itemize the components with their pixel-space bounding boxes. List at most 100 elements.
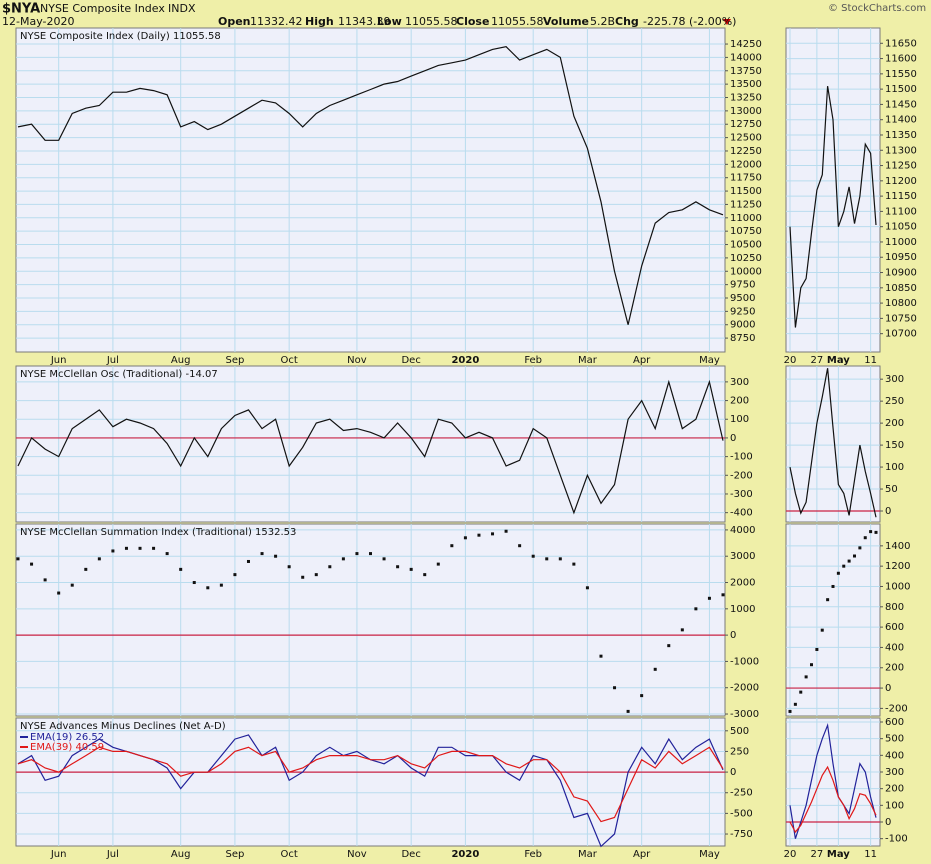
y-tick-label: 600 xyxy=(885,717,904,728)
dot xyxy=(707,596,711,600)
y-tick-label: 200 xyxy=(885,663,904,674)
dot xyxy=(314,573,318,577)
y-tick-label: 100 xyxy=(730,414,749,425)
y-tick-label: 300 xyxy=(885,767,904,778)
x-tick-label: 2020 xyxy=(451,355,479,366)
dot xyxy=(793,702,797,706)
dot xyxy=(355,552,359,556)
panel-title: NYSE McClellan Osc (Traditional) -14.07 xyxy=(20,369,218,380)
dot xyxy=(84,567,88,571)
y-tick-label: 300 xyxy=(730,377,749,388)
dot xyxy=(206,586,210,590)
x-tick-label: Oct xyxy=(281,355,298,366)
exchange: INDX xyxy=(168,2,196,15)
y-tick-label: 8750 xyxy=(730,333,755,344)
y-tick-label: 100 xyxy=(885,800,904,811)
y-tick-label: 11150 xyxy=(885,191,917,202)
x-tick-label: 20 xyxy=(784,355,797,366)
field-label: High xyxy=(305,15,334,28)
dot xyxy=(409,567,413,571)
x-tick-label: 27 xyxy=(811,849,824,860)
y-tick-label: 12000 xyxy=(730,159,762,170)
date: 12-May-2020 xyxy=(2,15,74,28)
y-tick-label: 0 xyxy=(730,630,736,641)
y-tick-label: 10850 xyxy=(885,283,917,294)
y-tick-label: 9500 xyxy=(730,293,755,304)
dot xyxy=(531,554,535,558)
index-name: NYSE Composite Index xyxy=(40,2,165,15)
panel xyxy=(785,523,881,717)
y-tick-label: 200 xyxy=(885,418,904,429)
dot xyxy=(820,628,824,632)
y-tick-label: 250 xyxy=(730,746,749,757)
down-arrow xyxy=(723,19,731,25)
y-tick-label: 200 xyxy=(885,784,904,795)
y-tick-label: 1000 xyxy=(885,581,910,592)
dot xyxy=(301,575,305,579)
x-tick-label: May xyxy=(827,849,850,860)
y-tick-label: 9000 xyxy=(730,320,755,331)
y-tick-label: 100 xyxy=(885,462,904,473)
dot xyxy=(219,583,223,587)
x-tick-label: Feb xyxy=(524,849,542,860)
y-tick-label: 10250 xyxy=(730,253,762,264)
dot xyxy=(436,562,440,566)
x-tick-label: Apr xyxy=(633,355,651,366)
field-value: -225.78 (-2.00%) xyxy=(643,15,736,28)
y-tick-label: 10000 xyxy=(730,266,762,277)
dot xyxy=(396,565,400,569)
dot xyxy=(382,557,386,561)
dot xyxy=(667,644,671,648)
dot xyxy=(477,533,481,537)
field-value: 11343.39 xyxy=(338,15,391,28)
y-tick-label: 0 xyxy=(730,767,736,778)
y-tick-label: 11000 xyxy=(730,213,762,224)
field-value: 11332.42 xyxy=(250,15,303,28)
line xyxy=(17,379,724,515)
y-tick-label: 11500 xyxy=(885,84,917,95)
y-tick-label: 11600 xyxy=(885,54,917,65)
x-tick-label: 2020 xyxy=(451,849,479,860)
x-tick-label: Nov xyxy=(347,849,367,860)
legend-label: EMA(19) 26.52 xyxy=(30,732,104,743)
y-tick-label: 400 xyxy=(885,750,904,761)
y-tick-label: 9750 xyxy=(730,280,755,291)
dot xyxy=(450,544,454,548)
dot xyxy=(246,559,250,563)
line xyxy=(17,746,724,823)
y-tick-label: 300 xyxy=(885,374,904,385)
x-tick-label: May xyxy=(699,355,720,366)
line xyxy=(789,368,877,518)
y-tick-label: 3000 xyxy=(730,551,755,562)
y-tick-label: 9250 xyxy=(730,306,755,317)
y-tick-label: 11250 xyxy=(885,161,917,172)
y-tick-label: -2000 xyxy=(730,683,759,694)
y-tick-label: 12500 xyxy=(730,133,762,144)
x-tick-label: Aug xyxy=(171,355,191,366)
x-tick-label: Dec xyxy=(401,849,420,860)
x-tick-label: Sep xyxy=(225,355,244,366)
panel xyxy=(785,27,881,353)
dot xyxy=(233,573,237,577)
x-tick-label: May xyxy=(699,849,720,860)
x-tick-label: Jun xyxy=(50,849,67,860)
y-tick-label: 11400 xyxy=(885,115,917,126)
line xyxy=(789,86,877,328)
dot xyxy=(847,559,851,563)
dot xyxy=(572,562,576,566)
dot xyxy=(57,591,61,595)
y-tick-label: 10750 xyxy=(885,313,917,324)
y-tick-label: -750 xyxy=(730,829,753,840)
dot xyxy=(179,567,183,571)
dot xyxy=(30,562,34,566)
x-tick-label: Nov xyxy=(347,355,367,366)
y-tick-label: 14250 xyxy=(730,39,762,50)
field-label: Chg xyxy=(615,15,639,28)
y-tick-label: 14000 xyxy=(730,52,762,63)
y-tick-label: 500 xyxy=(885,734,904,745)
legend-label: EMA(39) 40.59 xyxy=(30,742,104,753)
y-tick-label: 11300 xyxy=(885,145,917,156)
dot xyxy=(831,584,835,588)
